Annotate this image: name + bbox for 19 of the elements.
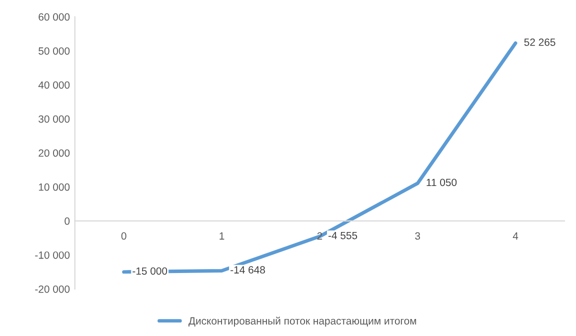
data-label: 11 050 [426, 178, 457, 186]
y-tick-label: 10 000 [38, 183, 70, 191]
x-tick-label: 4 [512, 232, 518, 240]
x-tick-label: 0 [121, 232, 126, 240]
data-label: -15 000 [132, 267, 168, 275]
y-tick-label: 30 000 [38, 115, 70, 123]
data-label: -4 555 [328, 232, 358, 240]
data-label: 52 265 [524, 38, 556, 46]
y-tick-label: -20 000 [35, 285, 70, 293]
legend-label: Дисконтированный поток нарастающим итогом [188, 316, 416, 327]
data-label: -14 648 [230, 266, 265, 274]
x-tick-label: 1 [220, 232, 224, 240]
y-tick-label: 20 000 [38, 149, 70, 157]
y-tick-label: 50 000 [38, 47, 70, 55]
y-tick-label: 0 [64, 217, 70, 225]
y-tick-label: 40 000 [38, 81, 70, 89]
y-tick-label: -10 000 [35, 251, 70, 259]
x-tick-label: 3 [415, 232, 420, 240]
y-tick-label: 60 000 [38, 13, 70, 21]
